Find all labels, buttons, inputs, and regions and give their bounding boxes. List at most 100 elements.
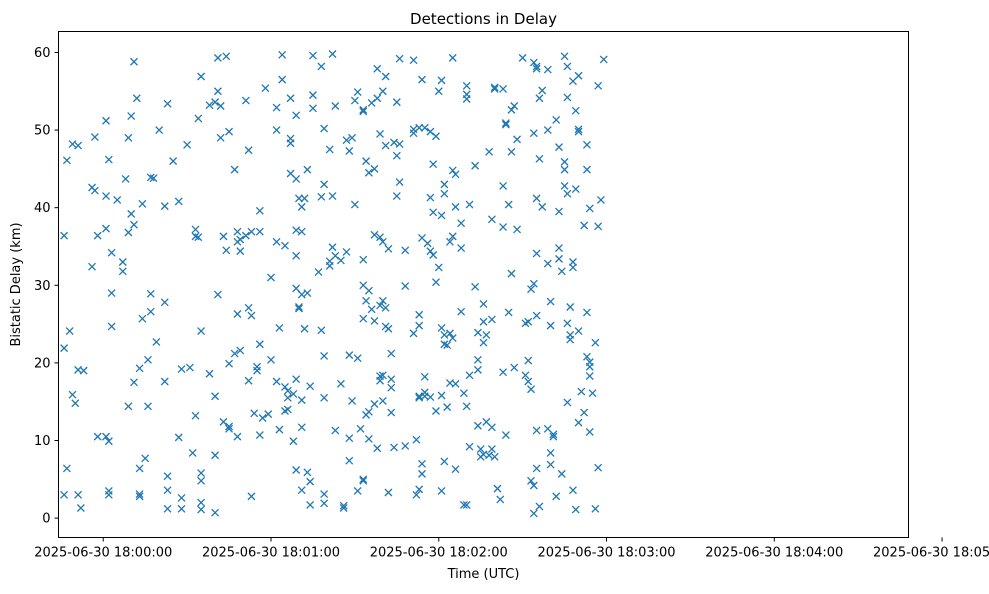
data-point <box>325 261 334 270</box>
data-point <box>493 484 502 493</box>
data-point <box>233 227 242 236</box>
data-point <box>236 235 245 244</box>
data-point <box>445 237 454 246</box>
data-point <box>381 303 390 312</box>
data-point <box>571 185 580 194</box>
y-tick-label: 50 <box>34 124 51 139</box>
data-point <box>451 170 460 179</box>
data-point <box>278 75 287 84</box>
data-point <box>177 493 186 502</box>
data-point <box>320 490 329 498</box>
data-point <box>342 136 351 145</box>
data-point <box>62 156 71 165</box>
data-point <box>244 376 253 385</box>
data-point <box>585 362 594 371</box>
data-point <box>283 405 292 414</box>
data-point <box>487 445 496 453</box>
data-point <box>507 269 516 278</box>
data-point <box>359 476 368 485</box>
data-point <box>459 389 468 398</box>
data-point <box>426 193 435 202</box>
data-point <box>443 341 452 349</box>
data-point <box>79 366 88 375</box>
data-point <box>292 251 301 260</box>
data-point <box>538 202 547 211</box>
data-point <box>225 127 234 136</box>
data-point <box>555 244 563 252</box>
data-point <box>499 84 508 93</box>
data-point <box>560 52 569 61</box>
data-point <box>225 422 234 431</box>
data-point <box>373 94 382 103</box>
data-point <box>504 200 513 209</box>
data-point <box>300 194 309 203</box>
data-point <box>401 441 410 450</box>
data-point <box>345 147 354 155</box>
data-point <box>230 165 239 174</box>
data-point <box>353 486 362 495</box>
data-point <box>437 324 446 332</box>
data-point <box>93 432 102 441</box>
data-point <box>448 334 457 343</box>
data-point <box>135 364 144 373</box>
data-point <box>582 140 591 149</box>
data-point <box>121 174 130 183</box>
y-tick-label: 20 <box>34 356 51 371</box>
x-tick-label: 2025-06-30 18:01:00 <box>202 546 340 561</box>
data-point <box>510 102 519 110</box>
data-point <box>569 486 577 495</box>
data-point <box>286 139 295 148</box>
data-point <box>258 414 267 422</box>
data-point <box>532 64 541 73</box>
data-point <box>490 452 499 461</box>
data-point <box>124 133 133 142</box>
data-point <box>308 91 317 100</box>
data-point <box>146 289 155 298</box>
data-point <box>146 307 155 316</box>
data-point <box>552 492 561 501</box>
data-point <box>241 96 250 105</box>
data-point <box>104 437 113 446</box>
data-point <box>563 93 572 102</box>
data-point <box>585 204 594 213</box>
data-point <box>574 71 583 80</box>
data-point <box>555 143 563 152</box>
data-point <box>60 231 69 240</box>
data-point <box>297 227 306 236</box>
data-point <box>471 282 480 291</box>
data-point <box>549 432 558 441</box>
data-point <box>591 504 600 513</box>
data-point <box>532 62 541 71</box>
data-point <box>225 424 234 433</box>
data-point <box>471 161 480 170</box>
data-point <box>292 174 301 183</box>
data-point <box>345 351 354 360</box>
data-point <box>479 299 488 308</box>
data-point <box>132 94 141 103</box>
data-point <box>479 317 488 326</box>
data-point <box>479 338 488 347</box>
data-point <box>487 315 496 324</box>
data-point <box>174 433 183 442</box>
data-point <box>127 112 136 121</box>
data-point <box>569 263 577 272</box>
data-point <box>124 402 133 411</box>
x-tick-label: 2025-06-30 18:02:00 <box>370 546 508 561</box>
data-point <box>135 464 144 473</box>
data-point <box>320 351 329 360</box>
data-point <box>222 246 231 255</box>
data-point <box>272 237 281 246</box>
data-point <box>432 278 440 287</box>
data-point <box>499 368 508 377</box>
data-point <box>538 86 547 95</box>
data-point <box>434 87 443 96</box>
data-point <box>264 410 273 419</box>
data-point <box>68 140 77 148</box>
data-point <box>457 244 466 252</box>
data-point <box>247 311 256 320</box>
data-point <box>267 355 275 364</box>
data-point <box>585 372 594 381</box>
data-point <box>473 365 482 374</box>
data-point <box>409 56 418 65</box>
data-point <box>211 508 220 517</box>
